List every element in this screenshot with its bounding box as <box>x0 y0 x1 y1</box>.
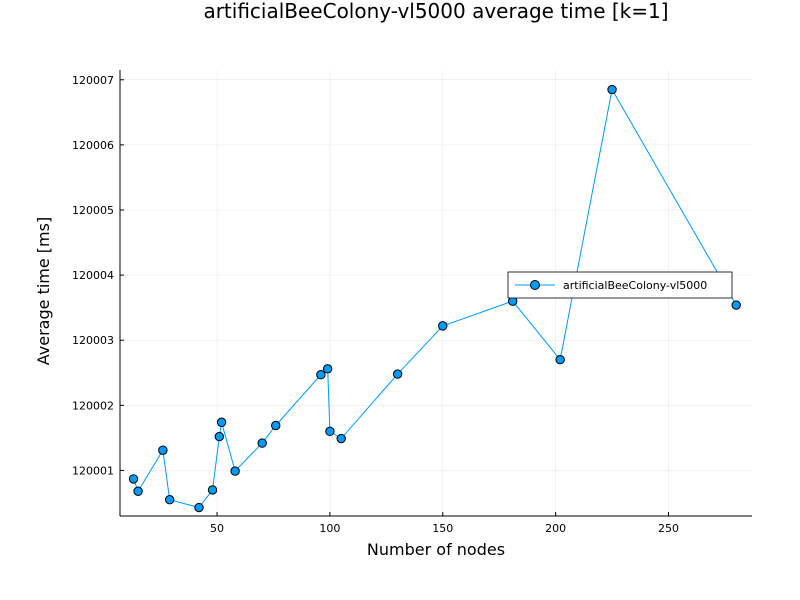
x-tick-label: 100 <box>319 522 340 535</box>
x-tick-label: 50 <box>210 522 224 535</box>
data-point <box>194 502 204 513</box>
data-point <box>164 495 175 505</box>
y-tick-label: 120006 <box>72 139 114 152</box>
legend-label: artificialBeeColony-vl5000 <box>563 279 707 292</box>
data-point <box>555 355 565 365</box>
data-point <box>128 474 139 484</box>
x-tick-label: 250 <box>658 522 679 535</box>
chart-title: artificialBeeColony-vl5000 average time … <box>203 0 668 23</box>
tick-labels: 50 100 150 200 250 120001 120002 120003 120004 12… <box>72 74 679 535</box>
data-point <box>158 445 168 455</box>
y-tick-label: 120001 <box>72 464 114 477</box>
axes <box>119 70 752 517</box>
y-axis-label: Average time [ms] <box>34 217 53 365</box>
y-tick-label: 120003 <box>72 334 114 347</box>
data-point <box>207 485 218 495</box>
y-tick-label: 120004 <box>72 269 114 282</box>
y-tick-label: 120007 <box>72 74 114 87</box>
series <box>128 84 741 513</box>
data-point <box>731 300 741 310</box>
data-point <box>325 426 335 437</box>
x-tick-label: 150 <box>432 522 453 535</box>
data-point <box>133 486 143 496</box>
grid <box>120 70 752 516</box>
x-tick-label: 200 <box>545 522 566 535</box>
data-point <box>271 420 281 431</box>
legend-marker <box>530 280 540 290</box>
y-tick-label: 120005 <box>72 204 114 217</box>
data-point <box>322 364 333 374</box>
x-axis-label: Number of nodes <box>367 540 505 559</box>
data-point <box>257 438 267 448</box>
data-point <box>214 431 225 442</box>
data-point <box>216 417 227 427</box>
data-point <box>230 466 240 476</box>
legend: artificialBeeColony-vl5000 <box>507 271 733 299</box>
data-point <box>392 369 403 379</box>
data-point <box>316 370 326 380</box>
y-tick-label: 120002 <box>72 399 114 412</box>
data-point <box>438 321 448 331</box>
data-point <box>336 433 346 444</box>
data-point <box>607 84 617 95</box>
